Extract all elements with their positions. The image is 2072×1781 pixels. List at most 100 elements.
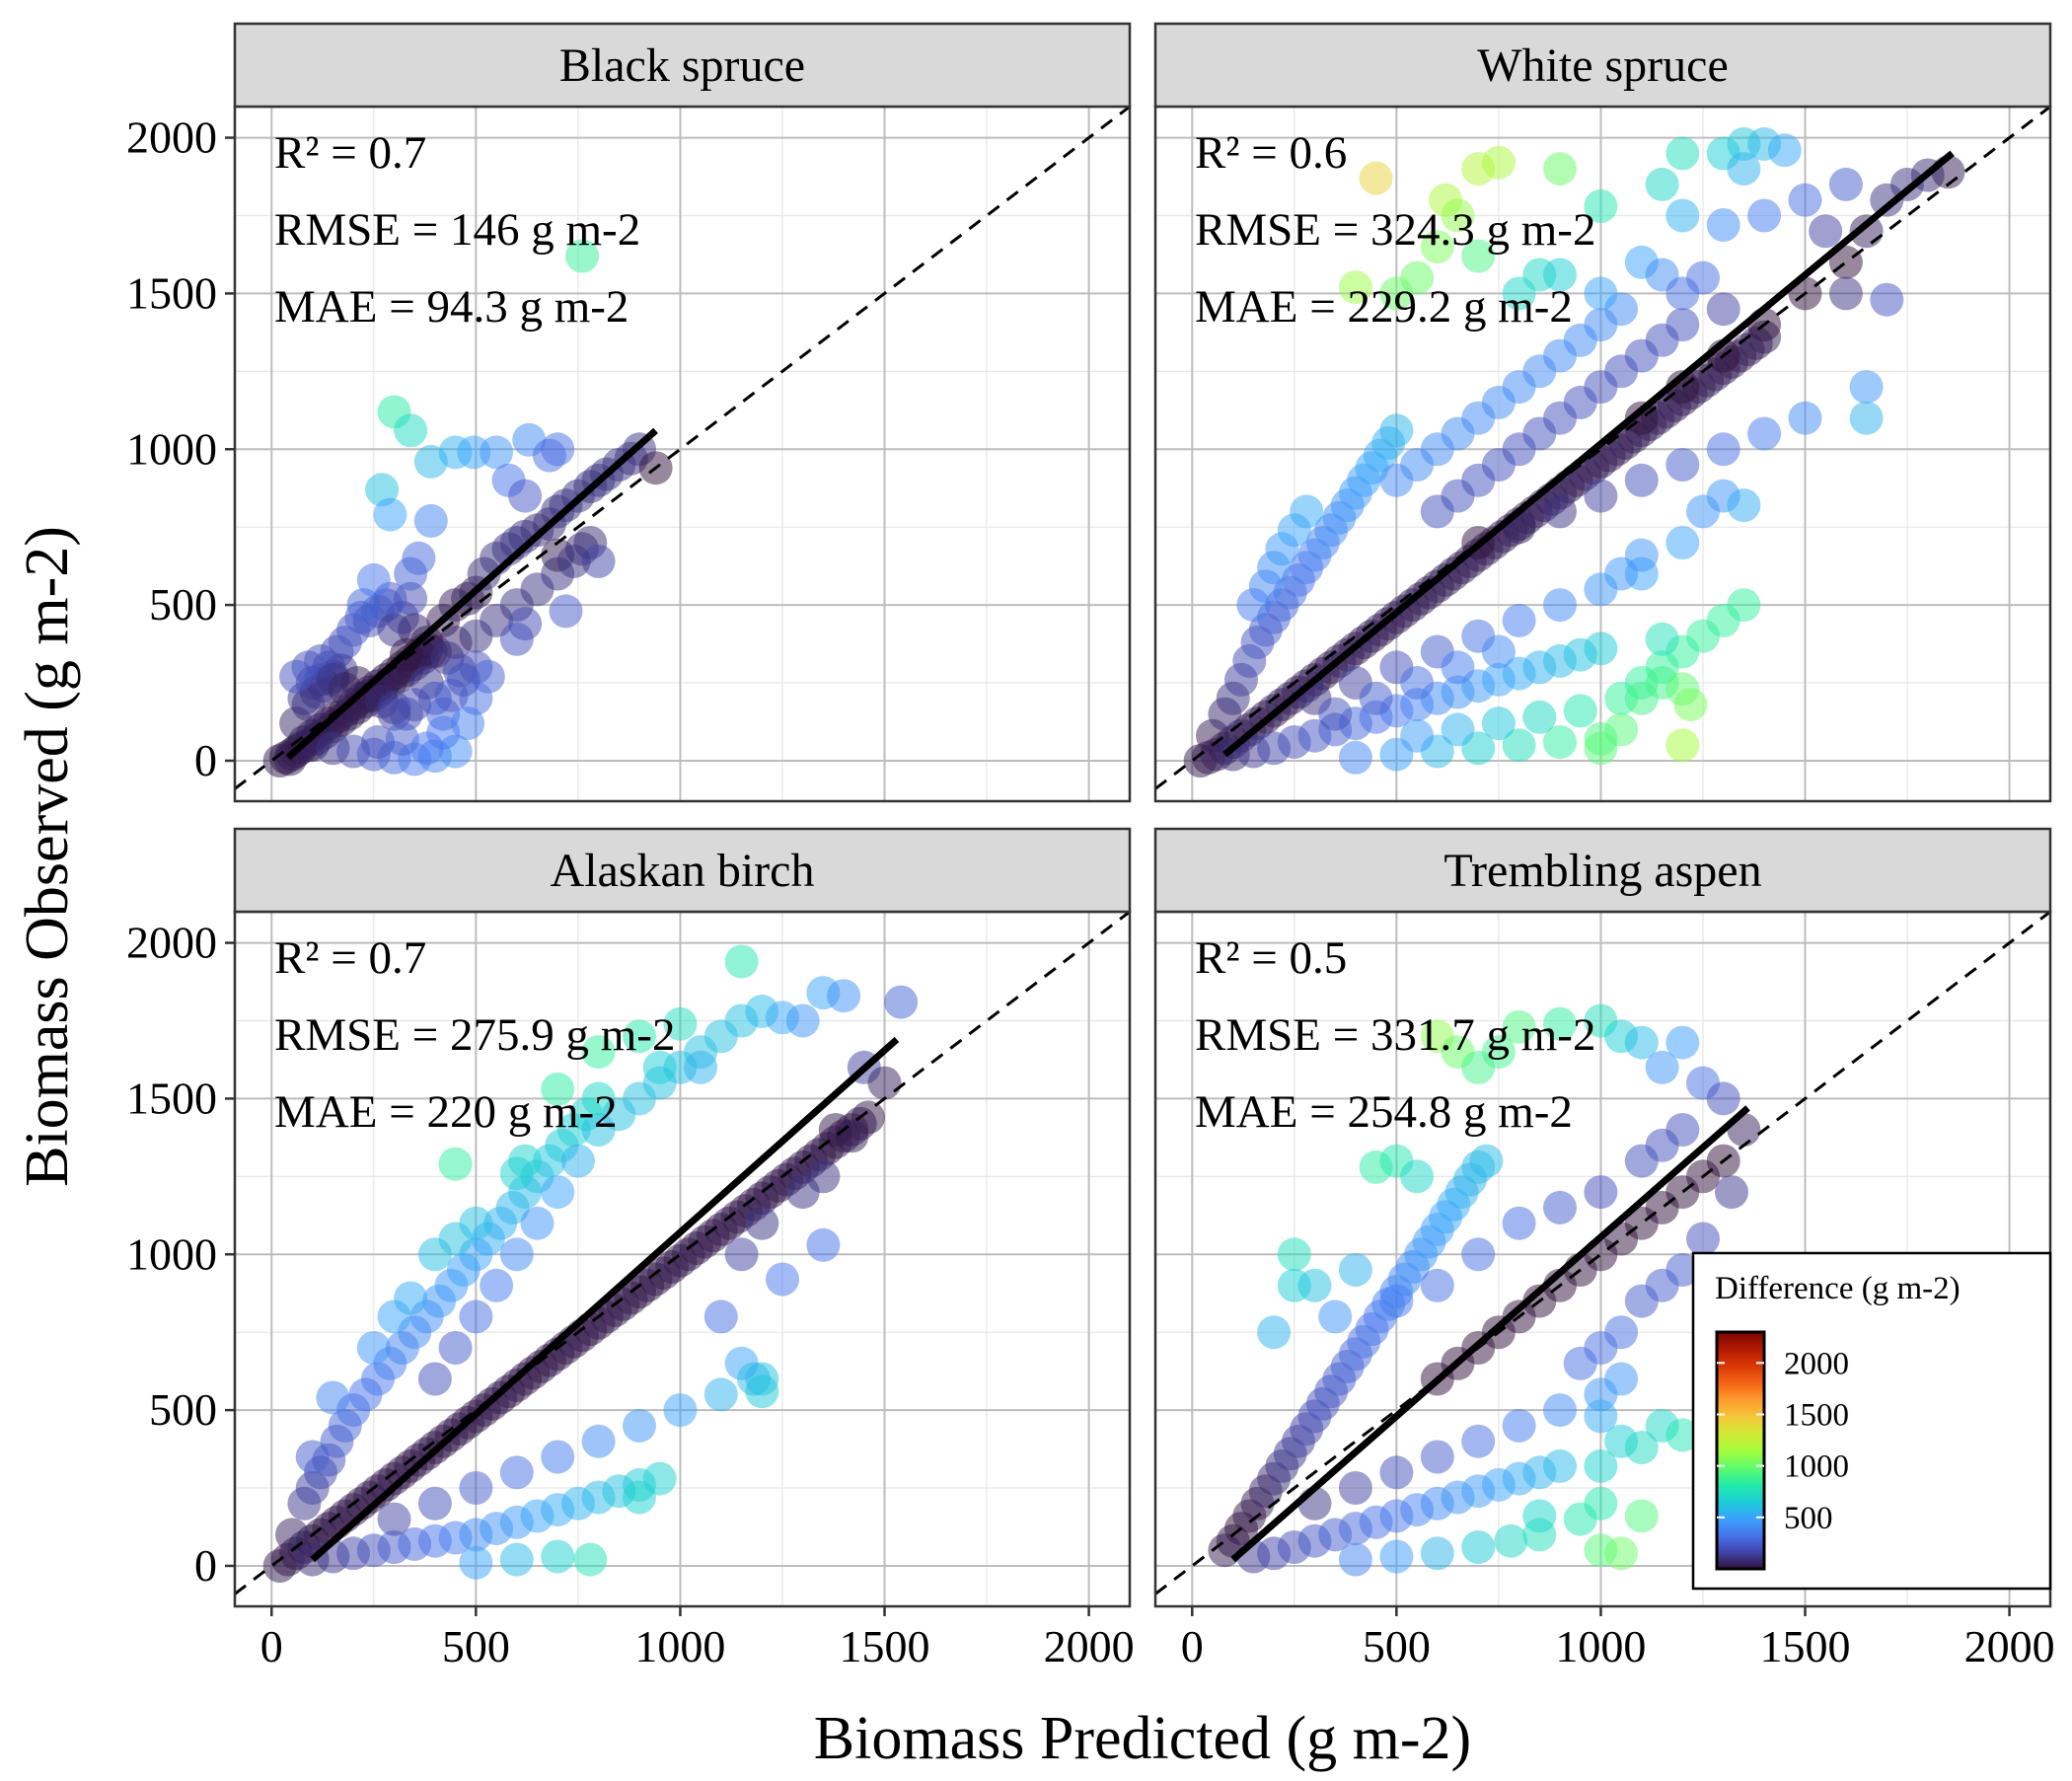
stat-label: MAE = 94.3 g m-2 xyxy=(274,281,629,333)
data-point xyxy=(1665,448,1700,482)
data-point xyxy=(1563,1502,1597,1536)
data-point xyxy=(1338,1542,1372,1577)
data-point xyxy=(1849,401,1884,435)
data-point xyxy=(1584,1399,1618,1434)
data-point xyxy=(581,1424,616,1458)
data-point xyxy=(541,432,575,467)
data-point xyxy=(1727,152,1761,186)
data-point xyxy=(581,544,616,578)
data-point xyxy=(1624,1144,1659,1178)
data-point xyxy=(1747,416,1782,451)
data-point xyxy=(1461,1237,1496,1272)
fit-line xyxy=(310,1036,900,1563)
y-tick-label: 1500 xyxy=(126,1073,217,1123)
y-axis-title: Biomass Observed (g m-2) xyxy=(14,526,81,1187)
data-point xyxy=(541,1072,575,1106)
data-point xyxy=(1461,1530,1496,1564)
data-point xyxy=(541,1175,575,1210)
data-point xyxy=(1502,1009,1536,1044)
stat-label: R² = 0.6 xyxy=(1195,127,1347,179)
fit-line xyxy=(1222,150,1955,758)
data-point xyxy=(459,1545,493,1580)
data-point xyxy=(1543,1190,1577,1224)
data-point xyxy=(1624,1499,1659,1533)
data-point xyxy=(1543,1006,1577,1041)
panel-white-spruce: R² = 0.6 RMSE = 324.3 g m-2 MAE = 229.2 g … xyxy=(1153,22,2052,803)
point-series xyxy=(1183,126,1965,778)
data-point xyxy=(1441,198,1475,233)
y-tick-label: 2000 xyxy=(126,918,217,968)
data-point xyxy=(1400,666,1435,700)
data-point xyxy=(1767,133,1802,168)
legend-tick-label: 2000 xyxy=(1784,1346,1849,1381)
data-point xyxy=(417,1486,452,1521)
data-point xyxy=(1543,725,1577,759)
data-point xyxy=(1665,136,1700,171)
data-point xyxy=(785,1175,820,1210)
data-point xyxy=(1522,1499,1557,1533)
data-point xyxy=(499,1455,534,1490)
data-point xyxy=(1277,1237,1311,1272)
facet-strip xyxy=(233,827,1132,914)
data-point xyxy=(1604,712,1639,747)
data-point xyxy=(1673,688,1708,722)
data-point xyxy=(438,1331,473,1365)
data-point xyxy=(1461,1424,1496,1458)
data-point xyxy=(1563,1346,1597,1380)
data-point xyxy=(1400,260,1435,295)
data-point xyxy=(1522,700,1557,734)
data-point xyxy=(549,594,583,629)
data-point xyxy=(806,1227,841,1262)
data-point xyxy=(1747,198,1782,233)
data-point xyxy=(499,1542,534,1577)
data-point xyxy=(724,1237,759,1272)
data-point xyxy=(745,1206,779,1240)
data-point xyxy=(1379,1284,1414,1318)
data-point xyxy=(1481,706,1516,741)
data-point xyxy=(417,1362,452,1396)
data-point xyxy=(1706,292,1740,327)
data-point xyxy=(459,1299,493,1334)
data-point xyxy=(520,1206,555,1240)
data-point xyxy=(1624,463,1659,497)
data-point xyxy=(1584,189,1618,223)
data-point xyxy=(1624,1431,1659,1464)
data-point xyxy=(1665,1418,1700,1452)
legend-tick-label: 1000 xyxy=(1784,1449,1849,1485)
data-point xyxy=(480,435,514,470)
data-point xyxy=(394,1281,428,1315)
data-point xyxy=(1318,697,1353,731)
data-point xyxy=(541,1440,575,1474)
data-point xyxy=(623,1408,656,1443)
data-point xyxy=(1584,276,1618,311)
data-point xyxy=(1706,432,1740,467)
data-point xyxy=(446,662,481,697)
data-point xyxy=(785,1003,820,1038)
x-axis-title: Biomass Predicted (g m-2) xyxy=(814,1705,1471,1772)
stat-label: R² = 0.5 xyxy=(1195,932,1347,984)
facet-strip-label: Trembling aspen xyxy=(1443,845,1761,897)
data-point xyxy=(1715,1175,1748,1210)
y-tick-label: 0 xyxy=(194,1540,217,1591)
data-point xyxy=(1379,1539,1414,1574)
x-tick-label: 500 xyxy=(442,1621,510,1671)
data-point xyxy=(1788,183,1822,217)
data-point xyxy=(1543,152,1577,186)
data-point xyxy=(459,1206,493,1240)
data-point xyxy=(1645,167,1679,201)
data-point xyxy=(1828,245,1863,279)
data-point xyxy=(1686,1222,1720,1256)
data-point xyxy=(1318,1299,1353,1334)
data-point xyxy=(1400,1159,1435,1194)
data-point xyxy=(1420,1268,1454,1302)
data-point xyxy=(1665,1025,1700,1060)
data-point xyxy=(1494,1523,1528,1558)
data-point xyxy=(1379,413,1414,448)
data-point xyxy=(508,479,543,513)
data-point xyxy=(1849,370,1884,405)
data-point xyxy=(1645,622,1679,656)
data-point xyxy=(356,1331,391,1365)
data-point xyxy=(827,979,861,1013)
data-point xyxy=(541,1539,575,1574)
point-series xyxy=(262,944,919,1583)
